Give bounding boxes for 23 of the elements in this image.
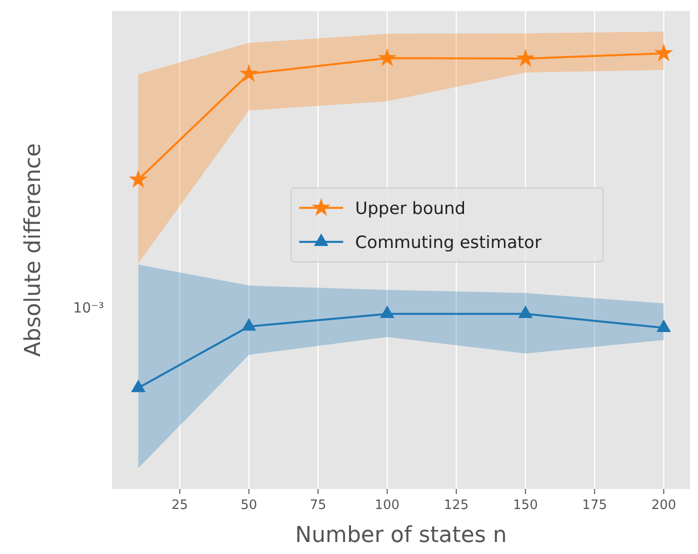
point — [131, 380, 146, 392]
point — [378, 48, 397, 66]
x-axis-title: Number of states n — [295, 523, 507, 548]
point — [239, 64, 258, 82]
text: 10⁻³ — [73, 300, 104, 316]
x-tick-label: 25 — [171, 498, 188, 513]
point — [656, 319, 671, 332]
x-tick-label: 200 — [651, 498, 676, 513]
point — [128, 170, 148, 188]
x-tick-label: 100 — [374, 498, 400, 513]
x-tick-label: 125 — [444, 498, 469, 513]
x-tick-label: 175 — [582, 498, 608, 513]
point — [242, 318, 256, 331]
point — [516, 48, 535, 67]
x-tick-label: 75 — [310, 498, 326, 513]
y-axis-title: Absolute difference — [21, 143, 46, 357]
x-tick-label: 50 — [240, 498, 258, 513]
point — [518, 306, 533, 318]
x-tick-label: 150 — [513, 498, 538, 513]
point — [380, 306, 394, 318]
legend-label: Commuting estimator — [355, 232, 542, 253]
legend-label: Upper bound — [355, 198, 466, 219]
point — [654, 43, 674, 62]
